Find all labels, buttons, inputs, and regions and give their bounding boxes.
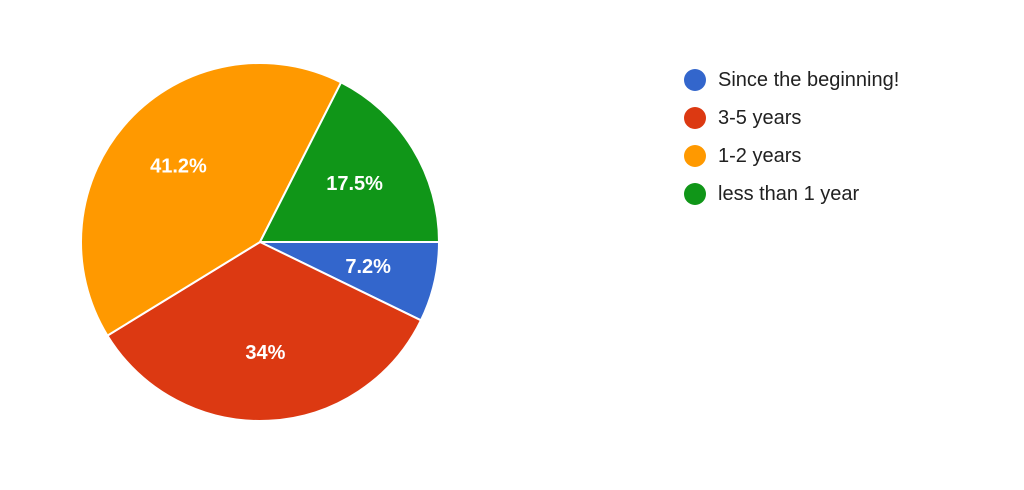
slice-label-less-than-1-year: 17.5% <box>326 173 383 195</box>
pie-slice-less-than-1-year[interactable] <box>258 81 441 243</box>
slice-label-since-the-beginning: 7.2% <box>345 256 391 278</box>
legend-swatch-3-5-years <box>684 107 706 129</box>
legend-label-since-the-beginning: Since the beginning! <box>718 68 900 91</box>
legend-label-3-5-years: 3-5 years <box>718 106 802 129</box>
legend-label-less-than-1-year: less than 1 year <box>718 182 860 205</box>
legend-item-less-than-1-year[interactable]: less than 1 year <box>684 175 899 213</box>
chart-legend: Since the beginning! 3-5 years 1-2 years le… <box>684 61 899 213</box>
slice-label-3-5-years: 34% <box>245 342 285 364</box>
slice-label-1-2-years: 41.2% <box>150 156 207 178</box>
legend-label-1-2-years: 1-2 years <box>718 144 802 167</box>
legend-item-3-5-years[interactable]: 3-5 years <box>684 99 899 137</box>
pie-slice-1-2-years[interactable] <box>80 62 343 337</box>
pie-slice-3-5-years[interactable] <box>106 240 423 422</box>
legend-item-since-the-beginning[interactable]: Since the beginning! <box>684 61 899 99</box>
legend-swatch-since-the-beginning <box>684 69 706 91</box>
legend-swatch-1-2-years <box>684 145 706 167</box>
legend-item-1-2-years[interactable]: 1-2 years <box>684 137 899 175</box>
legend-swatch-less-than-1-year <box>684 183 706 205</box>
